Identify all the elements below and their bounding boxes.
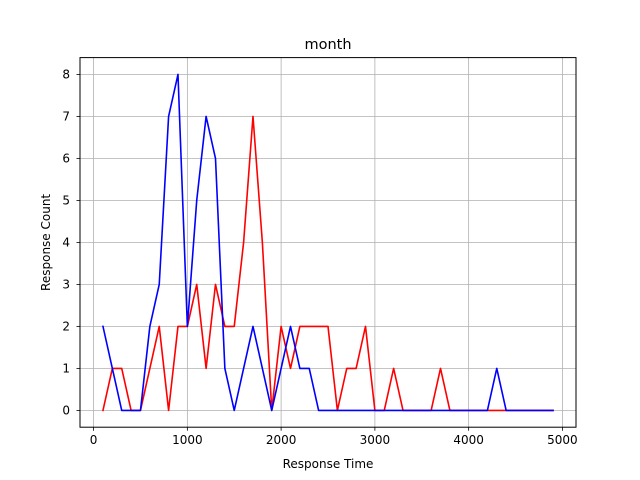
- x-tick-label: 2000: [266, 433, 297, 447]
- y-tick-label: 5: [62, 194, 70, 208]
- series-lines: [102, 73, 554, 412]
- y-axis-label: Response Count: [39, 194, 53, 291]
- y-tick-label: 0: [62, 404, 70, 418]
- y-tick-label: 4: [62, 236, 70, 250]
- x-tick-label: 3000: [360, 433, 391, 447]
- chart-title: month: [304, 37, 351, 53]
- series-line-1: [102, 115, 554, 412]
- y-tick-label: 1: [62, 362, 70, 376]
- y-tick-label: 2: [62, 320, 70, 334]
- x-tick-label: 1000: [172, 433, 203, 447]
- x-tick-label: 0: [90, 433, 98, 447]
- y-tick-label: 8: [62, 68, 70, 82]
- x-axis-label: Response Time: [283, 457, 374, 471]
- series-line-2: [102, 73, 554, 412]
- grid-lines: [80, 57, 576, 428]
- x-tick-label: 4000: [453, 433, 484, 447]
- y-tick-label: 3: [62, 278, 70, 292]
- x-axis-ticks: 0 1000 2000 3000 4000 5000: [90, 427, 578, 447]
- y-tick-label: 7: [62, 110, 70, 124]
- y-tick-label: 6: [62, 152, 70, 166]
- x-tick-label: 5000: [547, 433, 578, 447]
- y-axis-ticks: 0 1 2 3 4 5 6 7 8: [62, 68, 80, 418]
